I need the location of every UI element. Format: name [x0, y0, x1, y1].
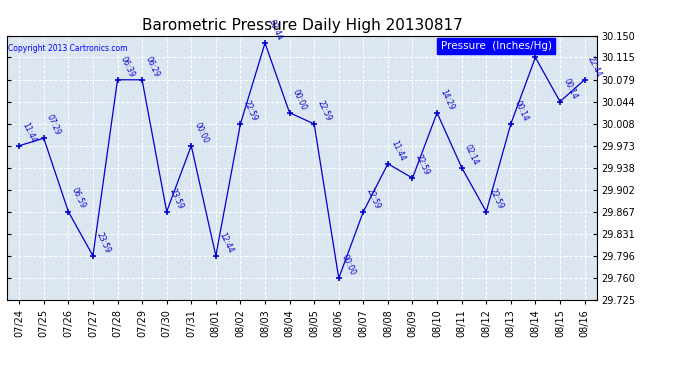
Text: 02:14: 02:14	[463, 142, 480, 166]
Text: 00:00: 00:00	[291, 88, 308, 111]
Text: 09:44: 09:44	[266, 18, 284, 42]
Text: 00:14: 00:14	[562, 76, 579, 100]
Text: 07:: 07:	[537, 41, 550, 56]
Text: Copyright 2013 Cartronics.com: Copyright 2013 Cartronics.com	[8, 44, 128, 52]
Text: 00:14: 00:14	[512, 99, 530, 123]
Text: 23:59: 23:59	[168, 187, 186, 210]
Text: 06:29: 06:29	[144, 55, 161, 78]
Text: 06:59: 06:59	[70, 186, 87, 210]
Text: 11:44: 11:44	[21, 121, 38, 144]
Text: 22:59: 22:59	[315, 99, 333, 123]
Text: 23:59: 23:59	[95, 231, 112, 255]
Text: 00:00: 00:00	[193, 121, 210, 144]
Title: Barometric Pressure Daily High 20130817: Barometric Pressure Daily High 20130817	[141, 18, 462, 33]
Text: Pressure  (Inches/Hg): Pressure (Inches/Hg)	[440, 41, 551, 51]
Text: 22:59: 22:59	[488, 187, 505, 210]
Text: 22:59: 22:59	[365, 187, 382, 210]
Text: 12:44: 12:44	[217, 231, 235, 255]
Text: 14:29: 14:29	[438, 88, 456, 111]
Text: 22:59: 22:59	[241, 99, 259, 123]
Text: 06:39: 06:39	[119, 55, 137, 78]
Text: 22:59: 22:59	[414, 153, 431, 177]
Text: 11:44: 11:44	[389, 139, 406, 162]
Text: 07:29: 07:29	[45, 113, 63, 137]
Text: 22:44: 22:44	[586, 55, 603, 78]
Text: 00:00: 00:00	[340, 253, 357, 277]
